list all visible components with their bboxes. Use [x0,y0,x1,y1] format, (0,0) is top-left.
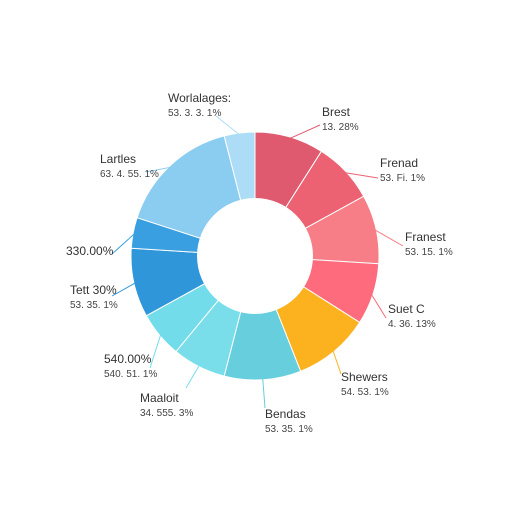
slice-value-label: 53. Fi. 1% [380,173,425,184]
slice-name-label: Shewers [341,370,388,384]
slice-name-label: Franest [405,230,446,244]
slice-name-label: Lartles [100,152,136,166]
leader-line [343,171,379,179]
slice-value-label: 540. 51. 1% [104,369,157,380]
slice-name-label: Suet C [388,302,425,316]
slice-name-label: Frenad [380,156,418,170]
slice-name-label: 330.00% [66,244,114,258]
leader-line [145,166,172,173]
slice-value-label: 53. 35. 1% [265,424,313,435]
leader-line [215,115,241,136]
leader-line [373,228,404,247]
leader-line [149,333,162,369]
slice-value-label: 54. 53. 1% [341,387,389,398]
slice-labels: Brest 13. 28% Frenad 53. Fi. 1% Franest 53. 1… [66,91,453,435]
slice-value-label: 13. 28% [322,122,359,133]
leader-line [370,293,387,319]
donut-hole [197,198,313,314]
slice-value-label: 53. 3. 3. 1% [168,108,221,119]
slice-name-label: Worlalages: [168,91,231,105]
leader-line [262,377,266,409]
slice-name-label: Bendas [265,407,306,421]
slice-value-label: 63. 4. 55. 1% [100,169,159,180]
leader-line [185,364,201,389]
slice-value-label: 34. 555. 3% [140,408,193,419]
leader-line [332,349,342,375]
slice-name-label: Brest [322,105,351,119]
slice-name-label: Maaloit [140,391,179,405]
slice-value-label: 4. 36. 13% [388,319,436,330]
slice-value-label: 53. 35. 1% [70,300,118,311]
slice-name-label: 540.00% [104,352,152,366]
leader-line [111,232,136,255]
slice-name-label: Tett 30% [70,283,117,297]
leader-line [288,124,321,140]
leader-lines [111,115,404,409]
slice-value-label: 53. 15. 1% [405,247,453,258]
leader-line [111,282,137,297]
